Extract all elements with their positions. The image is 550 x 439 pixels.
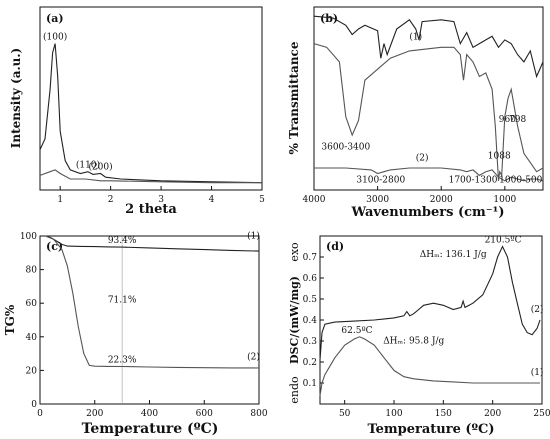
panel-c: (c) Temperature (ºC) TG% 0 200 400 600 800 0 2…	[3, 231, 268, 437]
x-tick-label: 600	[196, 409, 213, 419]
panel-d-exo-label: exo	[288, 242, 301, 262]
series-line	[39, 43, 263, 184]
panel-d-xlabel: Temperature (ºC)	[367, 422, 494, 437]
annotation-label: (2)	[416, 152, 429, 163]
panel-d-ylabel: DSC/(mW/mg)	[288, 276, 301, 364]
y-tick-label: 0	[31, 400, 37, 410]
y-tick-label: 0.2	[303, 358, 317, 368]
series-line	[45, 235, 260, 252]
panel-c-plot: 0 200 400 600 800 0 20 40 60 80 100 93.4% 71.1% 22.3%…	[20, 231, 268, 419]
annotation-label: 22.3%	[108, 356, 137, 366]
x-tick-label: 3000	[366, 195, 389, 205]
x-tick-label: 400	[141, 409, 158, 419]
annotation-label: (1)	[531, 367, 544, 378]
y-tick-label: 60	[26, 299, 38, 309]
panel-c-xlabel: Temperature (ºC)	[82, 421, 219, 437]
annotation-label: 1088	[488, 152, 511, 162]
panel-c-ylabel: TG%	[3, 304, 17, 335]
x-tick-label: 250	[533, 409, 550, 419]
panel-d-plot: 50 100 150 200 250 0.1 0.2 0.3 0.4 0.5 0.6 0.7 210.5…	[303, 236, 550, 420]
x-tick-label: 1	[57, 195, 63, 205]
annotation-label: 1700-1300	[449, 175, 498, 185]
annotation-label: 798	[509, 115, 526, 125]
annotation-label: (1)	[409, 32, 422, 43]
x-tick-label: 200	[484, 409, 501, 419]
panel-a-label: (a)	[46, 12, 64, 25]
annotation-label: 1000-500	[499, 175, 542, 185]
panel-b-ylabel: % Transmittance	[287, 41, 301, 154]
x-tick-label: 800	[250, 409, 267, 419]
x-tick-label: 50	[339, 409, 351, 419]
x-tick-label: 4	[209, 195, 215, 205]
panel-b: (b) Wavenumbers (cm⁻¹) % Transmittance 4…	[287, 6, 544, 220]
panel-d-endo-label: endo	[288, 376, 301, 404]
x-tick-label: 2000	[430, 195, 453, 205]
x-tick-label: 0	[37, 409, 43, 419]
y-tick-label: 20	[26, 366, 38, 376]
y-tick-label: 0.4	[303, 316, 318, 326]
series-line	[314, 167, 544, 182]
annotation-label: 3600-3400	[321, 142, 370, 152]
annotation-label: (2)	[247, 352, 260, 363]
series-line	[319, 336, 540, 396]
y-tick-label: 0.7	[303, 253, 318, 263]
panel-a-plot: 1 2 3 4 5 (100) (110)(200)	[39, 32, 265, 205]
annotation-label: (100)	[43, 32, 67, 43]
panel-b-plot: 4000 3000 2000 1000 (1) (2) 3600-3400 3100-2800…	[303, 15, 544, 205]
x-tick-label: 5	[259, 195, 265, 205]
annotation-label: (2)	[531, 304, 544, 315]
annotation-label: 210.5ºC	[485, 236, 522, 246]
annotation-label: ΔHₘ: 95.8 J/g	[383, 336, 444, 346]
panel-b-xlabel: Wavenumbers (cm⁻¹)	[351, 205, 505, 220]
panel-a-ylabel: Intensity (a.u.)	[9, 48, 23, 148]
x-tick-label: 200	[86, 409, 103, 419]
panel-d-label: (d)	[326, 240, 344, 253]
y-tick-label: 0.1	[303, 379, 317, 389]
annotation-label: (1)	[247, 231, 260, 242]
annotation-label: 3100-2800	[356, 175, 405, 185]
y-tick-label: 100	[20, 232, 37, 242]
panel-a: (a) 2 theta Intensity (a.u.) 1 2 3 4 5 (100) (…	[9, 6, 265, 217]
x-tick-label: 4000	[303, 195, 326, 205]
panel-b-label: (b)	[320, 12, 338, 25]
annotation-label: (200)	[88, 162, 112, 173]
series-line	[39, 169, 262, 184]
annotation-label: 93.4%	[108, 236, 137, 246]
panel-c-label: (c)	[46, 240, 63, 253]
x-tick-label: 1000	[493, 195, 516, 205]
annotation-label: ΔHₘ: 136.1 J/g	[420, 250, 487, 260]
x-tick-label: 150	[435, 409, 452, 419]
series-line	[313, 43, 544, 181]
y-tick-label: 0.3	[303, 337, 318, 347]
x-tick-label: 3	[158, 195, 164, 205]
series-line	[319, 245, 541, 360]
y-tick-label: 0.5	[303, 295, 318, 305]
annotation-label: 71.1%	[108, 296, 137, 306]
series-line	[313, 15, 544, 79]
y-tick-label: 0.6	[303, 274, 318, 284]
annotation-label: (110)	[76, 160, 100, 171]
series-line	[45, 235, 260, 369]
y-tick-label: 40	[26, 333, 38, 343]
panel-d: (d) Temperature (ºC) DSC/(mW/mg) exo end…	[288, 235, 550, 437]
annotation-label: 960	[499, 115, 516, 125]
x-tick-label: 2	[108, 195, 114, 205]
x-tick-label: 100	[385, 409, 402, 419]
annotation-label: 62.5ºC	[341, 326, 372, 336]
panel-a-xlabel: 2 theta	[125, 202, 177, 217]
y-tick-label: 80	[26, 266, 38, 276]
